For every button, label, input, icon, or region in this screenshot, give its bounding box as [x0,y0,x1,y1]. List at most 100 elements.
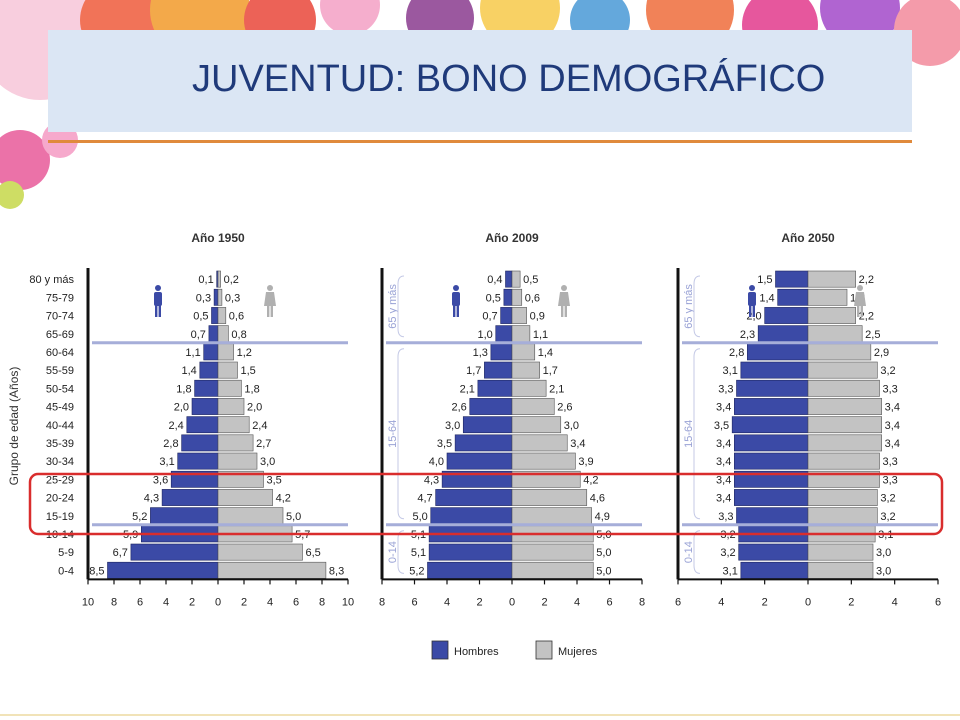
data-label-mujeres: 1,8 [244,383,259,395]
data-label-hombres: 3,3 [718,511,733,523]
bar-hombres [435,489,513,506]
age-bracket [397,530,405,574]
female-person-icon [264,285,276,317]
category-label: 60-64 [46,347,74,359]
category-label: 55-59 [46,365,74,377]
bar-mujeres [511,507,592,525]
bar-mujeres [511,343,536,361]
bar-mujeres [217,543,303,561]
category-label: 70-74 [46,311,74,323]
bar-mujeres [217,434,254,452]
bar-mujeres [511,543,594,561]
title-underline [48,140,912,143]
bar-mujeres [807,288,848,306]
bar-mujeres [217,325,229,343]
x-tick-label: 8 [111,596,117,608]
data-label-mujeres: 3,0 [260,456,275,468]
x-tick-label: 4 [163,596,169,608]
bar-mujeres [511,361,540,379]
bar-hombres [734,434,809,452]
data-label-hombres: 0,7 [482,311,497,323]
data-label-mujeres: 4,6 [590,493,605,505]
bar-hombres [186,416,219,434]
bar-mujeres [807,270,856,288]
data-label-hombres: 3,1 [723,565,738,577]
data-label-mujeres: 3,2 [880,493,895,505]
data-label-mujeres: 3,4 [885,420,900,432]
data-label-hombres: 1,8 [176,383,191,395]
x-tick-label: 8 [639,596,645,608]
bar-hombres [107,561,219,579]
data-label-mujeres: 5,0 [286,511,301,523]
age-bracket-label: 65 y más [683,284,695,329]
data-label-mujeres: 3,2 [880,365,895,377]
data-label-mujeres: 3,4 [885,402,900,414]
bar-hombres [203,343,219,361]
bar-mujeres [511,434,568,452]
bar-mujeres [511,307,527,324]
bar-mujeres [217,270,221,288]
bar-mujeres [217,361,238,379]
data-label-hombres: 5,2 [132,511,147,523]
bar-hombres [181,434,219,452]
data-label-mujeres: 1,2 [237,347,252,359]
data-label-mujeres: 3,4 [570,438,585,450]
data-label-hombres: 0,5 [486,292,501,304]
category-label: 30-34 [46,456,74,468]
category-label: 75-79 [46,292,74,304]
x-tick-label: 6 [137,596,143,608]
bottom-rule [0,714,960,716]
data-label-mujeres: 0,9 [530,311,545,323]
data-label-hombres: 3,5 [714,420,729,432]
data-label-mujeres: 3,5 [267,474,282,486]
category-label: 20-24 [46,493,74,505]
data-label-hombres: 3,2 [720,547,735,559]
bar-mujeres [217,379,242,397]
male-person-icon [154,285,162,317]
bar-hombres [731,416,809,434]
data-label-hombres: 0,4 [487,274,502,286]
bar-hombres [427,561,513,579]
data-label-hombres: 2,0 [174,402,189,414]
data-label-hombres: 3,4 [716,456,731,468]
data-label-hombres: 1,7 [466,365,481,377]
x-tick-label: 2 [762,596,768,608]
age-bracket [693,348,701,520]
data-label-mujeres: 5,0 [596,547,611,559]
bar-mujeres [217,307,227,324]
bar-mujeres [217,343,234,361]
bar-mujeres [807,379,880,397]
bar-mujeres [807,434,882,452]
data-label-hombres: 0,3 [196,292,211,304]
panel-title: Año 2050 [781,231,835,245]
data-label-hombres: 1,4 [759,292,774,304]
bar-hombres [736,507,809,525]
bar-hombres [477,379,513,397]
bar-mujeres [807,361,878,379]
data-label-mujeres: 1,1 [533,329,548,341]
bar-mujeres [511,379,547,397]
category-label: 40-44 [46,420,74,432]
data-label-hombres: 3,3 [718,383,733,395]
data-label-mujeres: 2,0 [247,402,262,414]
bar-mujeres [217,416,250,434]
bar-hombres [469,398,513,415]
data-label-mujeres: 2,7 [256,438,271,450]
legend-label: Mujeres [558,646,598,658]
x-tick-label: 0 [805,596,811,608]
bar-mujeres [217,288,223,306]
data-label-mujeres: 0,8 [231,329,246,341]
x-tick-label: 0 [509,596,515,608]
x-tick-label: 10 [342,596,354,608]
age-bracket-label: 65 y más [387,284,399,329]
bar-hombres [734,489,809,506]
data-label-mujeres: 3,0 [876,547,891,559]
data-label-hombres: 2,1 [460,383,475,395]
bar-hombres [777,288,809,306]
bar-hombres [495,325,513,343]
x-tick-label: 6 [675,596,681,608]
x-tick-label: 0 [215,596,221,608]
legend-swatch [535,640,553,660]
bar-hombres [503,288,513,306]
data-label-mujeres: 3,9 [578,456,593,468]
